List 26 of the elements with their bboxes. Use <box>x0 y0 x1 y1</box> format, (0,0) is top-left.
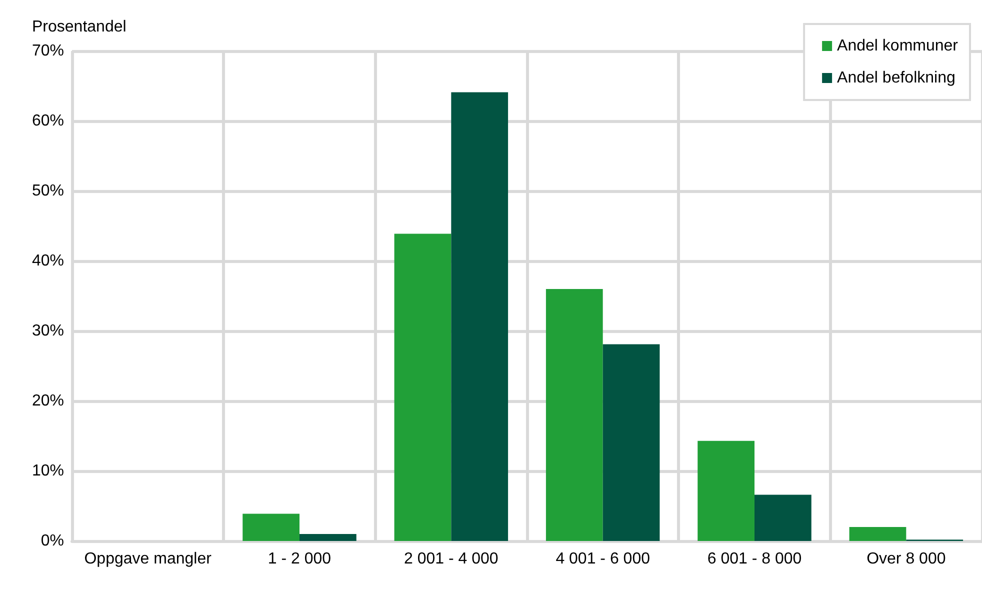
x-tick-label: 4 001 - 6 000 <box>556 550 650 568</box>
y-tick-label: 50% <box>32 182 64 200</box>
y-tick-label: 70% <box>32 42 64 60</box>
bar <box>300 534 356 541</box>
y-tick-label: 60% <box>32 112 64 130</box>
x-tick-label: 2 001 - 4 000 <box>404 550 498 568</box>
y-tick-label: 0% <box>40 532 64 550</box>
bar <box>754 494 812 541</box>
y-tick-label: 30% <box>32 322 64 340</box>
x-tick-label: 6 001 - 8 000 <box>707 550 802 568</box>
legend-label: Andel kommuner <box>837 38 959 54</box>
x-tick-label: 1 - 2 000 <box>268 550 332 568</box>
x-tick-label: Over 8 000 <box>866 550 946 568</box>
y-axis-title: Prosentandel <box>32 18 126 36</box>
y-tick-label: 20% <box>32 392 64 410</box>
legend-label: Andel befolkning <box>837 70 956 86</box>
bar <box>451 92 508 541</box>
bar <box>698 440 754 541</box>
x-tick-label: Oppgave mangler <box>84 550 212 568</box>
bar <box>849 527 906 541</box>
bar <box>546 289 603 541</box>
bar <box>242 514 300 541</box>
bar <box>394 234 452 541</box>
bar <box>602 344 660 541</box>
y-tick-label: 10% <box>32 462 64 480</box>
y-tick-label: 40% <box>32 252 64 270</box>
